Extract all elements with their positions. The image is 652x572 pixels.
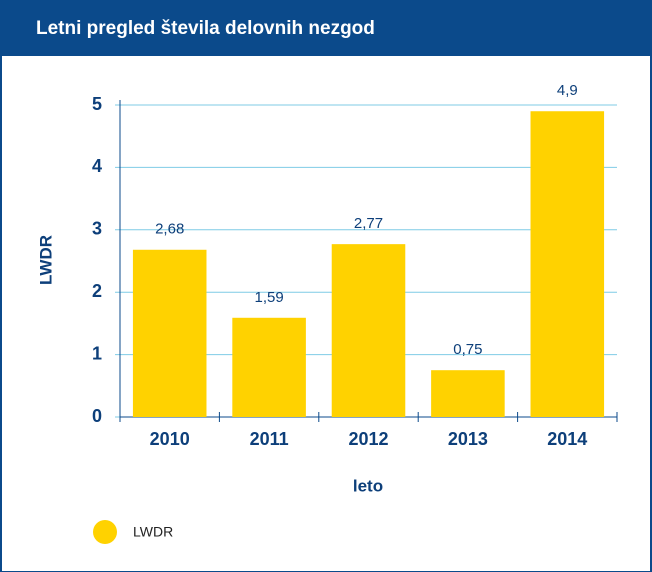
y-tick-label: 2 xyxy=(92,281,102,301)
data-label: 0,75 xyxy=(453,341,482,358)
x-tick-label: 2010 xyxy=(150,429,190,449)
bar xyxy=(232,317,306,417)
bar xyxy=(132,249,207,417)
legend-label: LWDR xyxy=(133,524,173,540)
bar xyxy=(331,244,406,417)
data-label: 2,68 xyxy=(155,221,184,238)
x-tick-label: 2012 xyxy=(348,429,388,449)
x-tick-label: 2014 xyxy=(547,429,587,449)
x-tick-label: 2013 xyxy=(448,429,488,449)
data-label: 1,59 xyxy=(254,289,283,306)
chart-title: Letni pregled števila delovnih nezgod xyxy=(36,18,375,39)
data-label: 2,77 xyxy=(354,215,383,232)
y-tick-label: 1 xyxy=(92,343,102,363)
header xyxy=(0,0,652,56)
y-axis-label: LWDR xyxy=(36,235,55,285)
data-label: 4,9 xyxy=(557,82,578,99)
legend-swatch xyxy=(93,520,117,544)
y-tick-label: 3 xyxy=(92,219,102,239)
x-tick-label: 2011 xyxy=(250,429,289,449)
bar xyxy=(431,370,505,417)
bar xyxy=(530,111,605,418)
x-axis-label: leto xyxy=(353,476,383,495)
y-tick-label: 4 xyxy=(92,156,102,176)
y-tick-label: 0 xyxy=(92,406,102,426)
y-tick-label: 5 xyxy=(92,94,102,114)
